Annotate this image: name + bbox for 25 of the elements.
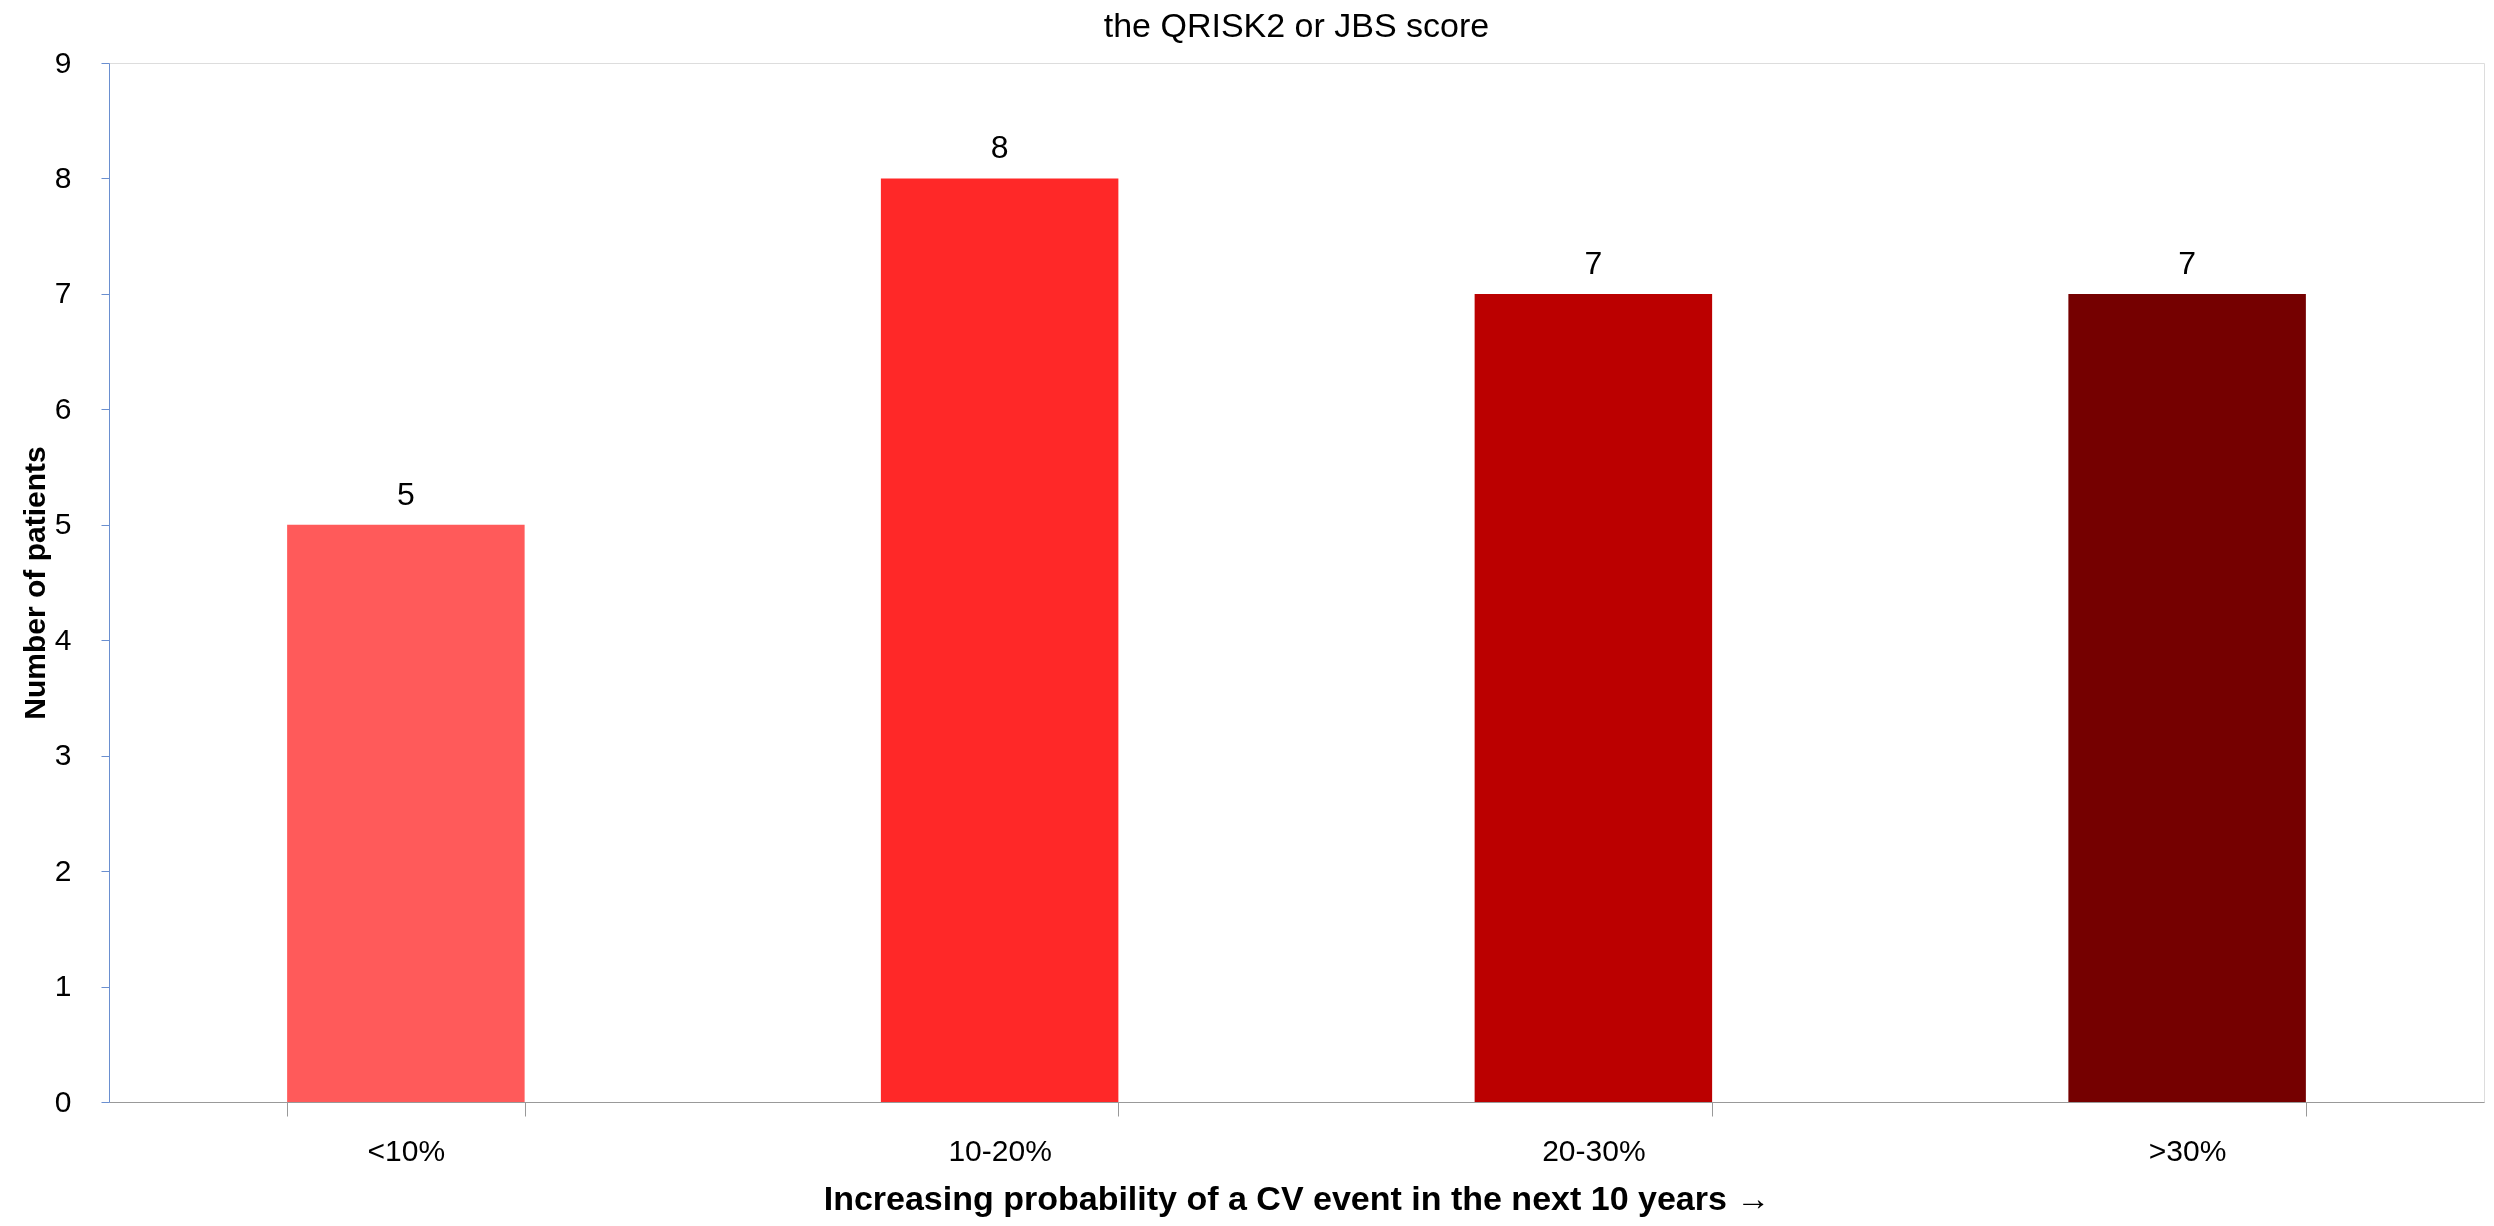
x-tick-label: <10% [367,1133,446,1167]
y-tick-label: 7 [54,276,72,310]
data-label: 5 [396,475,415,512]
chart-title: the QRISK2 or JBS score [1103,6,1490,44]
bar [287,524,525,1102]
y-tick-label: 2 [54,853,72,887]
y-tick-label: 0 [54,1084,72,1118]
bar [1474,293,1713,1102]
data-label: 7 [1584,244,1603,281]
x-tick-label: 20-30% [1542,1133,1646,1167]
y-tick-label: 9 [54,45,72,79]
y-axis-title: Number of patients [17,446,51,720]
y-tick-label: 3 [54,738,72,772]
y-tick-label: 8 [54,160,72,194]
data-label: 7 [2178,244,2197,281]
data-label: 8 [990,129,1009,166]
x-tick-label: >30% [2148,1133,2227,1167]
y-tick-label: 1 [54,969,72,1003]
x-tick-label: 10-20% [948,1133,1052,1167]
y-tick-label: 5 [54,507,72,541]
y-tick-label: 4 [54,622,72,656]
bar [880,178,1119,1102]
x-axis-title: Increasing probability of a CV event in the next 10 years → [823,1178,1771,1217]
bar [2068,293,2306,1102]
y-tick-label: 6 [54,391,72,425]
